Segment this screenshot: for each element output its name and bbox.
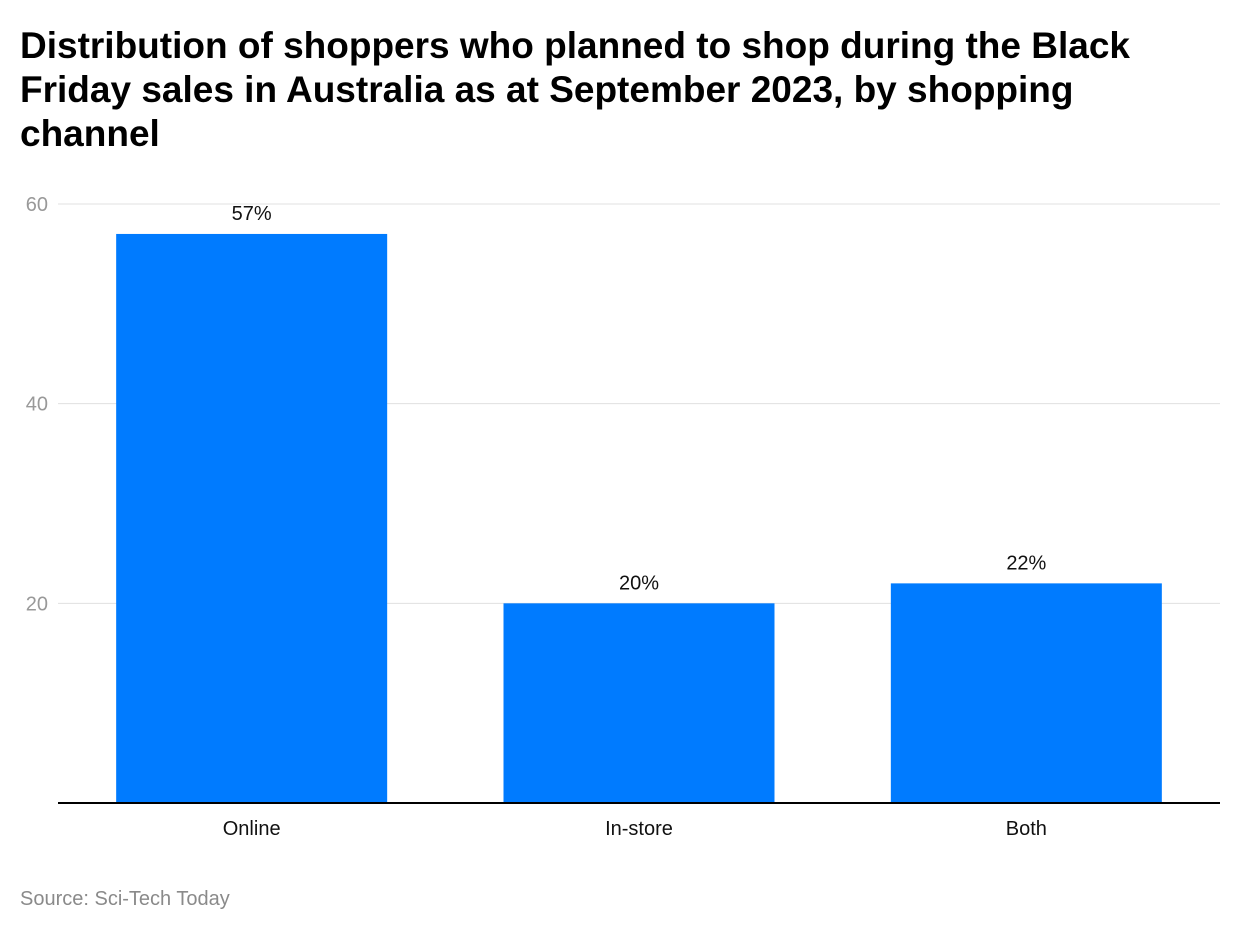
bar-both [890, 583, 1162, 803]
data-label: 57% [232, 203, 272, 225]
data-label: 20% [619, 572, 659, 594]
y-tick-label: 40 [26, 394, 48, 416]
data-label: 22% [1006, 552, 1046, 574]
y-tick-label: 20 [26, 593, 48, 615]
chart-title: Distribution of shoppers who planned to … [20, 25, 1130, 154]
bar-online [116, 233, 388, 803]
x-tick-label: Online [223, 818, 281, 840]
y-tick-label: 60 [26, 194, 48, 216]
source-note: Source: Sci-Tech Today [20, 888, 230, 910]
x-tick-label: Both [1006, 818, 1047, 840]
bar-in-store [503, 603, 775, 803]
x-tick-label: In-store [605, 818, 673, 840]
